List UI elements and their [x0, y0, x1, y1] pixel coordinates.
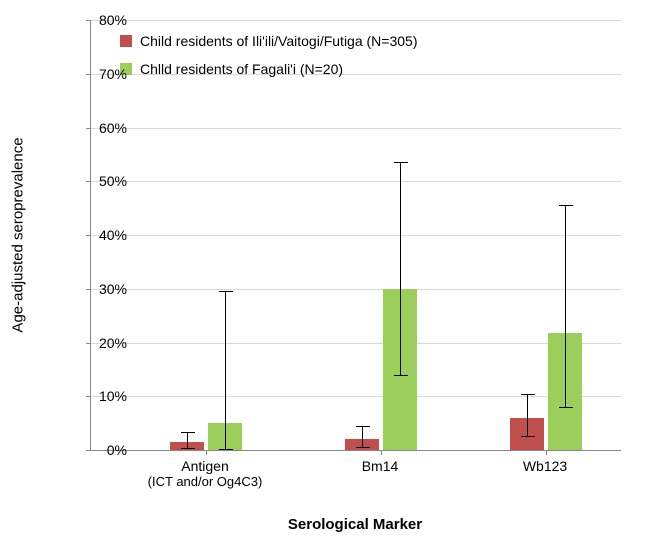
x-tick-mark [381, 450, 382, 455]
gridline [91, 289, 621, 290]
error-bar [565, 205, 566, 408]
gridline [91, 396, 621, 397]
y-tick-label: 70% [87, 66, 127, 82]
error-bar [362, 426, 363, 449]
y-tick-label: 80% [87, 12, 127, 28]
legend-swatch-0 [120, 35, 132, 47]
y-tick-label: 50% [87, 173, 127, 189]
legend-item-0: Child residents of Ili'ili/Vaitogi/Futig… [120, 33, 417, 49]
legend-label-0: Child residents of Ili'ili/Vaitogi/Futig… [140, 33, 417, 49]
gridline [91, 128, 621, 129]
x-tick-label: Wb123 [523, 458, 567, 474]
x-tick-mark [206, 450, 207, 455]
error-bar [527, 394, 528, 436]
legend: Child residents of Ili'ili/Vaitogi/Futig… [120, 33, 417, 89]
gridline [91, 20, 621, 21]
error-bar [225, 291, 226, 450]
gridline [91, 343, 621, 344]
legend-item-1: Chlld residents of Fagali'i (N=20) [120, 61, 417, 77]
y-tick-label: 30% [87, 281, 127, 297]
error-bar [400, 162, 401, 375]
chart-container: Age-adjusted seroprevalence Child reside… [0, 0, 667, 545]
error-bar [187, 432, 188, 449]
x-tick-label: Bm14 [362, 458, 399, 474]
y-tick-label: 60% [87, 120, 127, 136]
legend-label-1: Chlld residents of Fagali'i (N=20) [140, 61, 343, 77]
x-axis-title: Serological Marker [288, 516, 422, 533]
gridline [91, 181, 621, 182]
y-tick-label: 40% [87, 227, 127, 243]
y-tick-label: 20% [87, 335, 127, 351]
y-axis-title: Age-adjusted seroprevalence [10, 137, 27, 332]
x-tick-mark [546, 450, 547, 455]
x-tick-label: Antigen(ICT and/or Og4C3) [148, 458, 263, 489]
y-tick-label: 0% [87, 442, 127, 458]
gridline [91, 235, 621, 236]
y-tick-label: 10% [87, 388, 127, 404]
